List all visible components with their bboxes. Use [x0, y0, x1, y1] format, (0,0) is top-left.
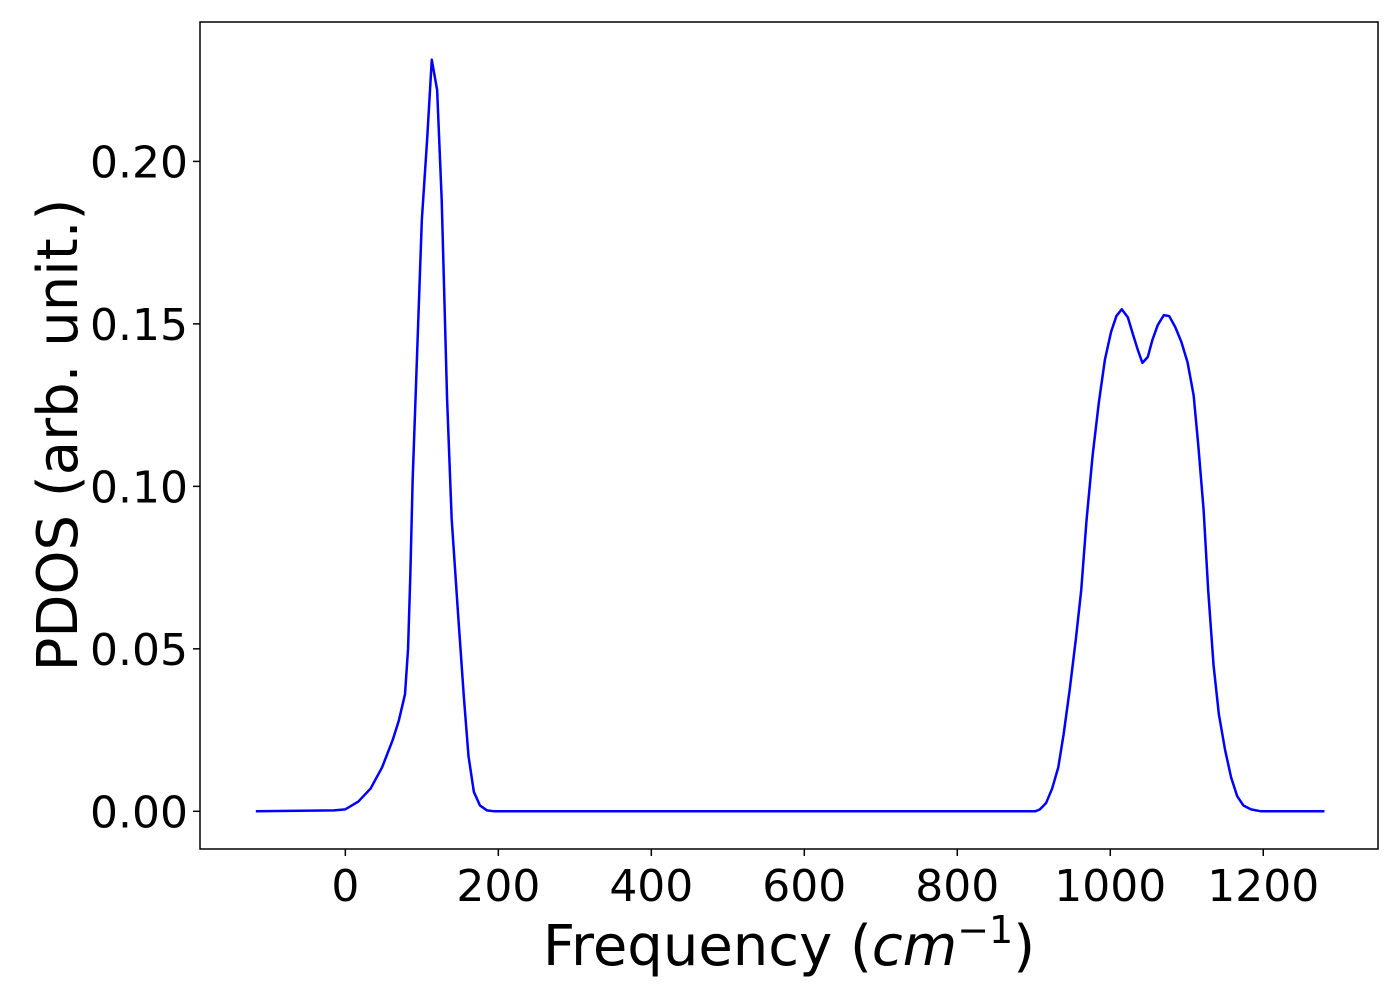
x-label-unit: cm: [872, 914, 957, 979]
x-axis-label: Frequency (cm−1): [543, 908, 1035, 979]
data-line: [255, 58, 1325, 813]
y-tick-label: 0.20: [90, 137, 188, 188]
x-label-close: ): [1013, 914, 1035, 979]
x-tick-label: 400: [609, 861, 693, 912]
y-tick-label: 0.10: [90, 462, 188, 513]
x-tick-label: 1200: [1207, 861, 1319, 912]
y-tick-label: 0.00: [90, 787, 188, 838]
x-label-text: Frequency (: [543, 914, 872, 979]
x-tick-label: 800: [915, 861, 999, 912]
plot-frame: [199, 21, 1379, 850]
x-tick-label: 1000: [1054, 861, 1166, 912]
y-tick-label: 0.15: [90, 300, 188, 351]
y-axis-label: PDOS (arb. unit.): [26, 199, 91, 672]
x-tick-label: 0: [331, 861, 359, 912]
x-tick-label: 600: [762, 861, 846, 912]
y-tick-label: 0.05: [90, 625, 188, 676]
x-tick-label: 200: [456, 861, 540, 912]
x-label-exponent: −1: [957, 908, 1013, 952]
